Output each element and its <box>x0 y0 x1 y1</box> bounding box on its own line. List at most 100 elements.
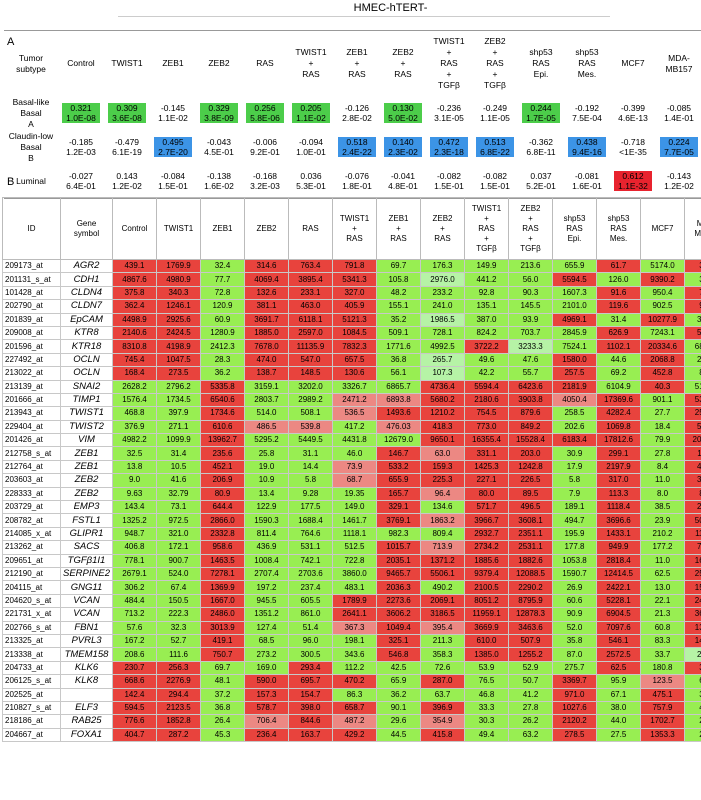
expression-value-cell: 325.1 <box>376 633 421 649</box>
panel-b-label: B <box>7 176 15 188</box>
expression-value-cell: 6423.6 <box>508 379 553 394</box>
expression-row: 228333_at ZEB2 9.63 32.79 80.9 13.4 9.28 19.35 1… <box>2 486 701 502</box>
expression-value-cell: 900.7 <box>156 553 201 568</box>
expression-value-cell: 763.4 <box>288 258 333 274</box>
expression-value-cell: 1027.6 <box>552 700 597 716</box>
expression-value-cell: 6104.9 <box>596 379 641 394</box>
panel-a-cell-box: -0.027 6.4E-01 <box>62 171 100 191</box>
expression-value-cell: 5.8 <box>552 473 597 488</box>
gene-symbol-cell: FOXA1 <box>60 727 113 743</box>
expression-value-cell: 861.0 <box>288 607 333 622</box>
expression-value-cell: 27.8 <box>640 446 685 461</box>
panel-a-row-label: Claudin-low Basal B <box>8 130 54 163</box>
expression-value-cell: 1369.9 <box>200 580 245 595</box>
expression-row: 218186_at RAB25 776.6 1852.8 26.4 706.4 844.6 4… <box>2 714 701 729</box>
gene-symbol-cell: SACS <box>60 540 113 555</box>
expression-value-cell: 2120.2 <box>552 714 597 729</box>
expression-value-cell: 12878.3 <box>508 607 553 622</box>
expression-value-cell: 62.5 <box>596 660 641 676</box>
correlation-value: 0.140 <box>392 137 414 147</box>
expression-value-cell: 750.7 <box>200 647 245 662</box>
expression-value-cell: 73.9 <box>332 459 377 475</box>
p-value: 6.1E-19 <box>112 147 142 157</box>
correlation-value: 0.309 <box>116 103 138 113</box>
panel-a-column-header: MCF7 <box>621 58 645 68</box>
correlation-value: -0.143 <box>666 171 692 181</box>
correlation-value: 0.321 <box>70 103 92 113</box>
expression-value-cell: 1084.5 <box>332 325 377 341</box>
expression-value-cell: 2818.4 <box>596 553 641 568</box>
expression-value-cell: 3966.7 <box>464 513 509 528</box>
expression-value-cell: 1433.1 <box>596 526 641 542</box>
p-value: 1.5E-01 <box>158 181 188 191</box>
expression-value-cell: 3463.6 <box>508 620 553 635</box>
expression-value-cell: 50.7 <box>508 674 553 689</box>
expression-value-cell: 31.4 <box>156 446 201 461</box>
expression-value-cell: 578.7 <box>244 700 289 716</box>
probe-id-cell: 213325_at <box>2 633 61 649</box>
expression-value-cell: 113.3 <box>596 486 641 502</box>
expression-value-cell: 21.3 <box>640 607 685 622</box>
expression-value-cell: 10277.9 <box>640 312 685 327</box>
expression-value-cell: 546.8 <box>376 647 421 662</box>
expression-row: 202525_at 142.4 294.4 37.2 157.3 154.7 86.3 36.… <box>2 687 701 702</box>
expression-value-cell: 1789.9 <box>332 593 377 609</box>
expression-value-cell: 78.8 <box>684 285 701 301</box>
correlation-value: 0.518 <box>346 137 368 147</box>
expression-value-cell: 1118.1 <box>332 526 377 542</box>
correlation-value: -0.027 <box>68 171 94 181</box>
panel-a-cell-box: -0.082 1.5E-01 <box>430 171 468 191</box>
expression-row: 201596_at KTR18 8310.8 4198.9 2412.3 7678.0 11… <box>2 339 701 354</box>
expression-value-cell: 950.4 <box>640 285 685 301</box>
gene-symbol-cell <box>60 687 113 702</box>
expression-value-cell: 321.0 <box>156 526 201 542</box>
gene-symbol-cell: TWIST1 <box>60 406 113 421</box>
expression-value-cell: 17369.6 <box>596 392 641 408</box>
panel-a-corner-header: Tumor subtype <box>16 52 46 74</box>
panel-a-cell: 0.513 6.8E-22 <box>472 130 518 164</box>
expression-value-cell: 275.7 <box>552 660 597 676</box>
expression-value-cell: 30.9 <box>552 446 597 461</box>
probe-id-cell: 202766_s_at <box>2 620 61 635</box>
correlation-value: -0.085 <box>666 103 692 113</box>
panel-a-cell-box: 0.130 5.0E-02 <box>384 103 422 123</box>
expression-value-cell: 226.5 <box>508 473 553 488</box>
expression-value-cell: 494.7 <box>552 513 597 528</box>
expression-value-cell: 30.3 <box>464 714 509 729</box>
panel-a-cell-box: -0.081 1.6E-01 <box>568 171 606 191</box>
expression-value-cell: 3691.7 <box>244 312 289 327</box>
panel-a-cell: 0.143 1.2E-02 <box>104 164 150 199</box>
panel-b-column-header: MCF7 <box>640 197 685 260</box>
expression-value-cell: 844.6 <box>288 714 333 729</box>
expression-value-cell: 2273.6 <box>376 593 421 609</box>
expression-value-cell: 9650.1 <box>420 433 465 448</box>
expression-value-cell: 126.0 <box>596 272 641 287</box>
expression-value-cell: 4736.4 <box>420 379 465 394</box>
panel-a-cell-box: 0.309 3.6E-08 <box>108 103 146 123</box>
expression-value-cell: 7.9 <box>552 486 597 502</box>
gene-symbol-cell: TWIST2 <box>60 419 113 435</box>
panel-a-column-header: MDA-MB157 <box>665 52 693 74</box>
expression-row: 212758_s_at ZEB1 32.5 31.4 235.6 25.8 31.1 46.0… <box>2 446 701 461</box>
panel-a-cell-box: -0.085 1.4E-01 <box>660 103 698 123</box>
expression-value-cell: 68.7 <box>332 473 377 488</box>
expression-value-cell: 1515.8 <box>684 580 701 595</box>
p-value: 1.6E-01 <box>572 181 602 191</box>
expression-value-cell: 4050.4 <box>552 392 597 408</box>
panel-a-cell-box: -0.236 3.1E-05 <box>430 103 468 123</box>
gene-symbol-cell: AGR2 <box>60 258 113 274</box>
expression-value-cell: 594.5 <box>112 700 157 716</box>
expression-value-cell: 7678.0 <box>244 339 289 354</box>
probe-id-cell: 213139_at <box>2 379 61 394</box>
panel-a-cell: -0.027 6.4E-01 <box>58 164 104 199</box>
expression-value-cell: 107.3 <box>420 366 465 381</box>
expression-row: 221731_x_at VCAN 713.2 222.3 2486.0 1351.2 861… <box>2 607 701 622</box>
expression-value-cell: 773.0 <box>464 419 509 435</box>
expression-value-cell: 159.3 <box>420 459 465 475</box>
panel-b-column-header: shp53 RAS Epi. <box>552 197 597 260</box>
panel-a-cell: -0.399 4.6E-13 <box>610 96 656 130</box>
panel-a-cell-box: -0.362 6.8E-11 <box>522 137 560 157</box>
expression-value-cell: 4980.9 <box>156 272 201 287</box>
expression-value-cell: 406.8 <box>112 540 157 555</box>
expression-value-cell: 314.6 <box>244 258 289 274</box>
